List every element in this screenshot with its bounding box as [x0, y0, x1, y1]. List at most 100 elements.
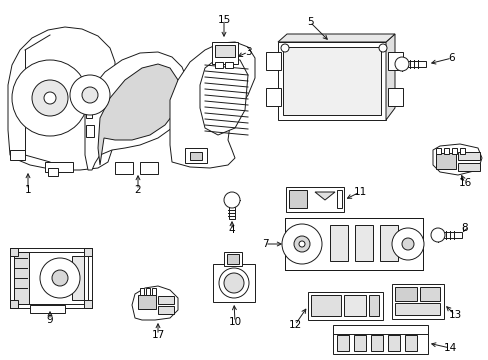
Circle shape: [12, 60, 88, 136]
Circle shape: [298, 241, 305, 247]
Bar: [14, 252, 88, 304]
Bar: [265, 52, 281, 70]
Circle shape: [224, 273, 244, 293]
Text: 3: 3: [244, 47, 251, 57]
Bar: [285, 218, 422, 270]
Text: 16: 16: [457, 178, 470, 188]
Circle shape: [219, 268, 248, 298]
Bar: [14, 252, 29, 304]
Circle shape: [293, 236, 309, 252]
Bar: [10, 248, 18, 256]
Text: 4: 4: [228, 225, 235, 235]
Bar: [459, 148, 464, 154]
Circle shape: [430, 228, 444, 242]
Bar: [451, 148, 456, 154]
Bar: [215, 62, 223, 68]
Circle shape: [378, 44, 386, 52]
Bar: [285, 187, 343, 212]
Bar: [387, 52, 402, 70]
Text: 12: 12: [288, 320, 301, 330]
Bar: [146, 288, 150, 295]
Bar: [379, 225, 397, 261]
Bar: [140, 288, 143, 295]
Polygon shape: [85, 52, 187, 170]
Polygon shape: [98, 64, 180, 165]
Bar: [190, 152, 202, 160]
Bar: [84, 248, 92, 256]
Polygon shape: [278, 34, 394, 42]
Text: 13: 13: [447, 310, 461, 320]
Bar: [213, 264, 254, 302]
Bar: [228, 205, 235, 219]
Circle shape: [40, 258, 80, 298]
Text: 11: 11: [353, 187, 366, 197]
Bar: [435, 148, 440, 154]
Circle shape: [282, 224, 321, 264]
Bar: [10, 300, 18, 308]
Bar: [288, 190, 306, 208]
Bar: [86, 108, 92, 118]
Polygon shape: [314, 192, 334, 200]
Bar: [404, 335, 416, 351]
Bar: [48, 168, 58, 176]
Bar: [138, 295, 156, 309]
Circle shape: [281, 44, 288, 52]
Bar: [212, 42, 238, 64]
Bar: [394, 287, 416, 301]
Bar: [329, 225, 347, 261]
Bar: [10, 150, 25, 160]
Bar: [443, 148, 448, 154]
Bar: [30, 305, 65, 313]
Text: 7: 7: [261, 239, 268, 249]
Circle shape: [70, 75, 110, 115]
Bar: [310, 295, 340, 316]
Bar: [84, 300, 92, 308]
Bar: [140, 162, 158, 174]
Text: 6: 6: [448, 53, 454, 63]
Bar: [443, 232, 461, 238]
Bar: [370, 335, 382, 351]
Bar: [336, 335, 348, 351]
Text: 15: 15: [217, 15, 230, 25]
Text: 8: 8: [461, 223, 468, 233]
Circle shape: [391, 228, 423, 260]
Polygon shape: [200, 58, 247, 135]
Bar: [332, 332, 427, 354]
Bar: [307, 292, 382, 320]
Text: 2: 2: [134, 185, 141, 195]
Text: 14: 14: [443, 343, 456, 353]
Bar: [10, 248, 92, 308]
Bar: [343, 295, 365, 316]
Text: 5: 5: [306, 17, 313, 27]
Bar: [407, 61, 425, 67]
Bar: [265, 88, 281, 106]
Polygon shape: [385, 34, 394, 120]
Bar: [387, 88, 402, 106]
Circle shape: [52, 270, 68, 286]
Bar: [391, 284, 443, 319]
Bar: [435, 153, 455, 169]
Bar: [285, 218, 422, 270]
Bar: [354, 225, 372, 261]
Text: 10: 10: [228, 317, 241, 327]
Circle shape: [394, 57, 408, 71]
Bar: [224, 252, 242, 266]
Polygon shape: [132, 286, 178, 320]
Bar: [457, 163, 479, 171]
Text: 1: 1: [24, 185, 31, 195]
Text: 17: 17: [151, 330, 164, 340]
Bar: [86, 125, 94, 137]
Bar: [336, 190, 341, 208]
Bar: [419, 287, 439, 301]
Bar: [158, 296, 174, 304]
Bar: [72, 256, 84, 300]
Bar: [224, 62, 232, 68]
Bar: [353, 335, 365, 351]
Bar: [184, 148, 206, 163]
Circle shape: [82, 87, 98, 103]
Bar: [457, 152, 479, 160]
Bar: [368, 295, 378, 316]
Bar: [158, 306, 174, 314]
Bar: [278, 42, 385, 120]
Bar: [226, 254, 239, 264]
